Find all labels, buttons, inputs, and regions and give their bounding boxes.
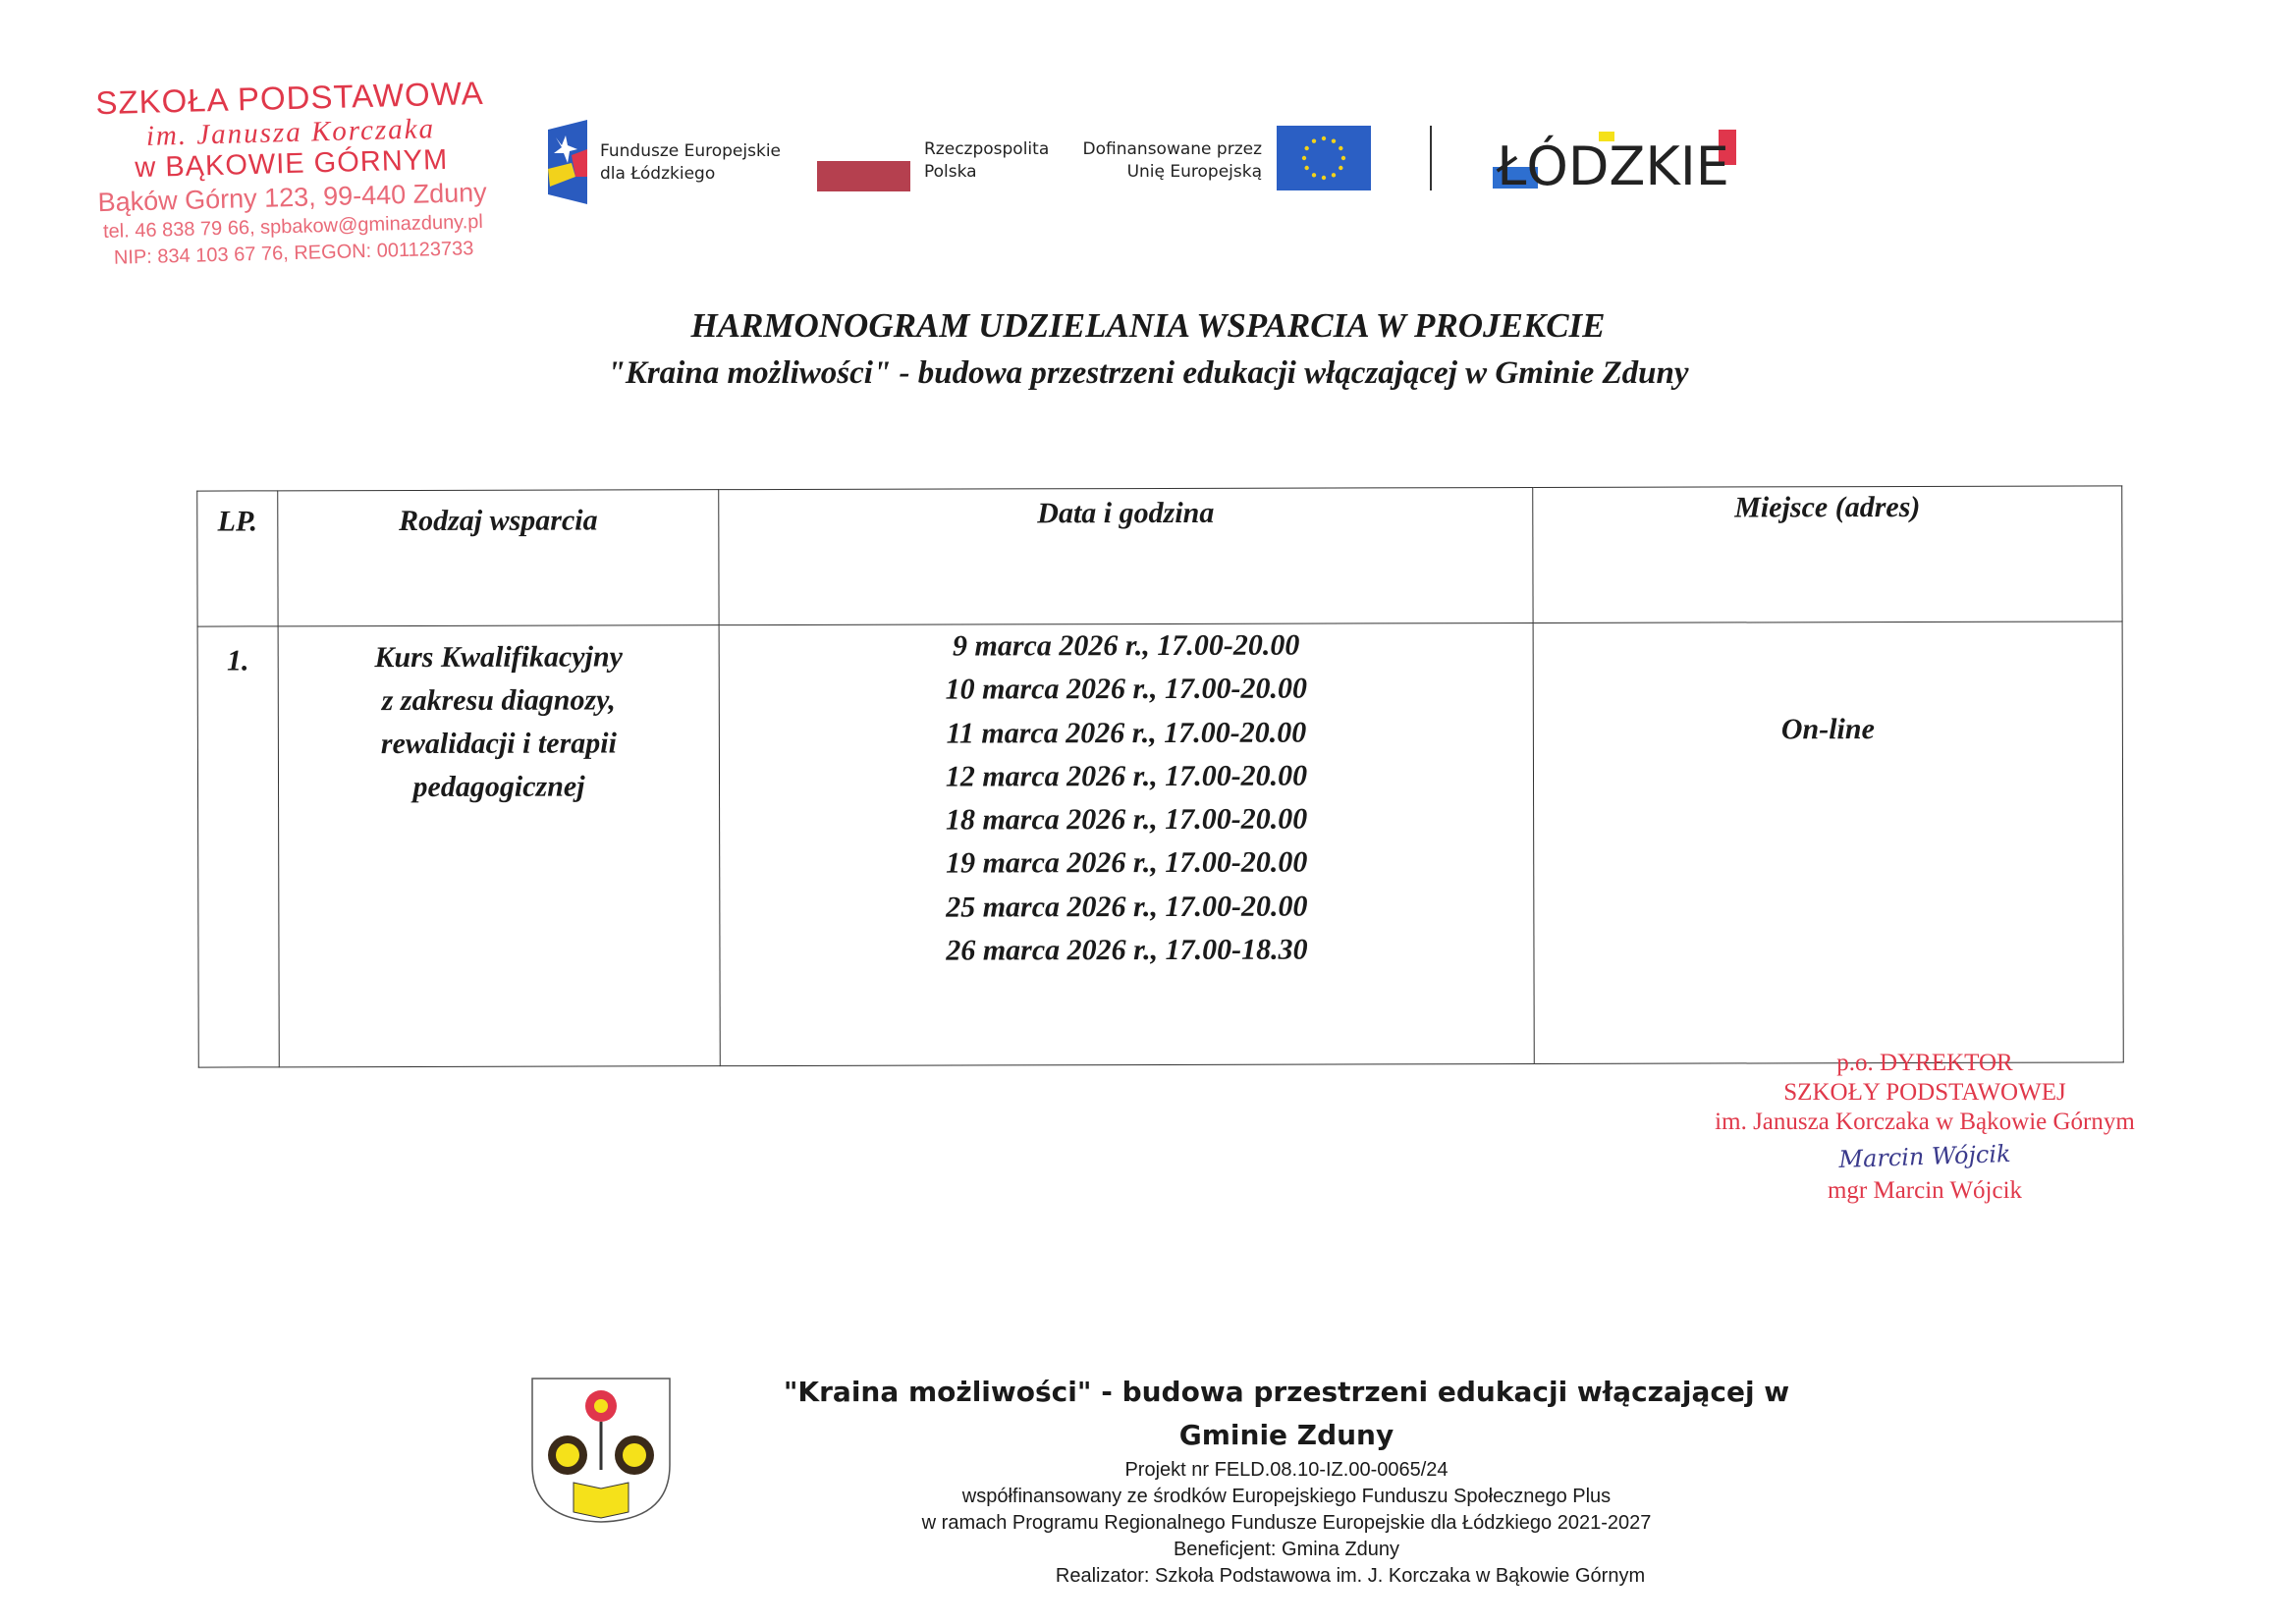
header-lp: LP. — [196, 490, 279, 627]
fe-logo-text: Fundusze Europejskie dla Łódzkiego — [600, 140, 781, 186]
signature-title: p.o. DYREKTOR — [1836, 1050, 2013, 1076]
document-subtitle: "Kraina możliwości" - budowa przestrzeni… — [607, 355, 1689, 391]
support-type-line: Kurs Kwalifikacyjny — [374, 640, 623, 675]
cell-dates: 9 marca 2026 r., 17.00-20.00 10 marca 20… — [719, 623, 1535, 1066]
date-entry: 10 marca 2026 r., 17.00-20.00 — [945, 672, 1307, 706]
date-entry: 9 marca 2026 r., 17.00-20.00 — [952, 628, 1300, 663]
rp-logo-text: Rzeczpospolita Polska — [924, 138, 1049, 184]
eu-logo-text: Dofinansowane przez Unię Europejską — [1066, 138, 1262, 184]
rp-text-2: Polska — [924, 162, 977, 182]
footer-project-number: Projekt nr FELD.08.10-IZ.00-0065/24 — [1124, 1459, 1449, 1481]
polish-flag-icon — [817, 161, 910, 191]
footer-beneficiary: Beneficjent: Gmina Zduny — [1173, 1539, 1400, 1560]
fe-text-1: Fundusze Europejskie — [600, 141, 781, 161]
header-date-time: Data i godzina — [718, 487, 1534, 625]
eu-flag-icon — [1277, 126, 1371, 190]
eu-star — [1311, 173, 1317, 178]
eu-star — [1311, 138, 1317, 143]
header-place: Miejsce (adres) — [1532, 485, 2123, 623]
date-entry: 19 marca 2026 r., 17.00-20.00 — [946, 846, 1308, 881]
signature-school-full: im. Janusza Korczaka w Bąkowie Górnym — [1715, 1109, 2135, 1135]
support-type-line: z zakresu diagnozy, — [381, 683, 616, 718]
footer-cofinancing: współfinansowany ze środków Europejskieg… — [961, 1486, 1612, 1507]
eu-star — [1321, 175, 1327, 181]
date-entry: 18 marca 2026 r., 17.00-20.00 — [945, 802, 1308, 837]
eu-star — [1339, 165, 1343, 171]
cell-support-type: Kurs Kwalifikacyjny z zakresu diagnozy, … — [278, 624, 721, 1067]
date-entry: 11 marca 2026 r., 17.00-20.00 — [946, 716, 1307, 750]
lodzkie-wordmark: ŁÓDZKIE — [1496, 135, 1729, 190]
signature-school: SZKOŁY PODSTAWOWEJ — [1783, 1079, 2066, 1106]
date-entry: 26 marca 2026 r., 17.00-18.30 — [946, 933, 1308, 967]
footer-project-info: "Kraina możliwości" - budowa przestrzeni… — [746, 1371, 1827, 1590]
eu-star — [1331, 173, 1337, 178]
footer-program: w ramach Programu Regionalnego Fundusze … — [921, 1512, 1652, 1534]
date-entry: 25 marca 2026 r., 17.00-20.00 — [946, 890, 1308, 924]
cell-place: On-line — [1533, 621, 2124, 1064]
document-title: HARMONOGRAM UDZIELANIA WSPARCIA W PROJEK… — [690, 306, 1606, 345]
eu-star — [1339, 145, 1343, 151]
table-row: 1. Kurs Kwalifikacyjny z zakresu diagnoz… — [197, 621, 2124, 1068]
date-entry: 12 marca 2026 r., 17.00-20.00 — [945, 759, 1308, 793]
table-header-row: LP. Rodzaj wsparcia Data i godzina Miejs… — [196, 485, 2123, 627]
eu-star — [1304, 145, 1309, 151]
footer-implementer: Realizator: Szkoła Podstawowa im. J. Kor… — [1055, 1565, 1646, 1587]
support-type-line: rewalidacji i terapii — [380, 727, 617, 761]
header-support-type: Rodzaj wsparcia — [277, 489, 720, 626]
eu-star — [1301, 155, 1307, 161]
school-stamp: SZKOŁA PODSTAWOWA im. Janusza Korczaka w… — [69, 73, 516, 273]
footer-title: "Kraina możliwości" - budowa przestrzeni… — [783, 1376, 1790, 1451]
schedule-table: LP. Rodzaj wsparcia Data i godzina Miejs… — [196, 485, 2124, 1068]
fundusze-europejskie-logo-icon — [548, 120, 587, 204]
rp-text-1: Rzeczpospolita — [924, 139, 1050, 159]
eu-star — [1304, 165, 1309, 171]
logo-divider — [1430, 126, 1432, 190]
eu-star — [1331, 138, 1337, 143]
zduny-coat-of-arms-icon — [531, 1378, 671, 1523]
fe-text-2: dla Łódzkiego — [600, 164, 716, 184]
director-signature-block: p.o. DYREKTOR SZKOŁY PODSTAWOWEJ im. Jan… — [1669, 1049, 2180, 1206]
eu-star — [1321, 135, 1327, 141]
cell-lp: 1. — [197, 625, 280, 1068]
eu-text-2: Unię Europejską — [1126, 162, 1262, 182]
support-type-line: pedagogicznej — [412, 770, 585, 803]
eu-star — [1340, 155, 1346, 161]
signature-name: mgr Marcin Wójcik — [1827, 1177, 2023, 1204]
eu-text-1: Dofinansowane przez — [1082, 139, 1262, 159]
lodzkie-logo-icon: ŁÓDZKIE — [1493, 130, 1736, 190]
